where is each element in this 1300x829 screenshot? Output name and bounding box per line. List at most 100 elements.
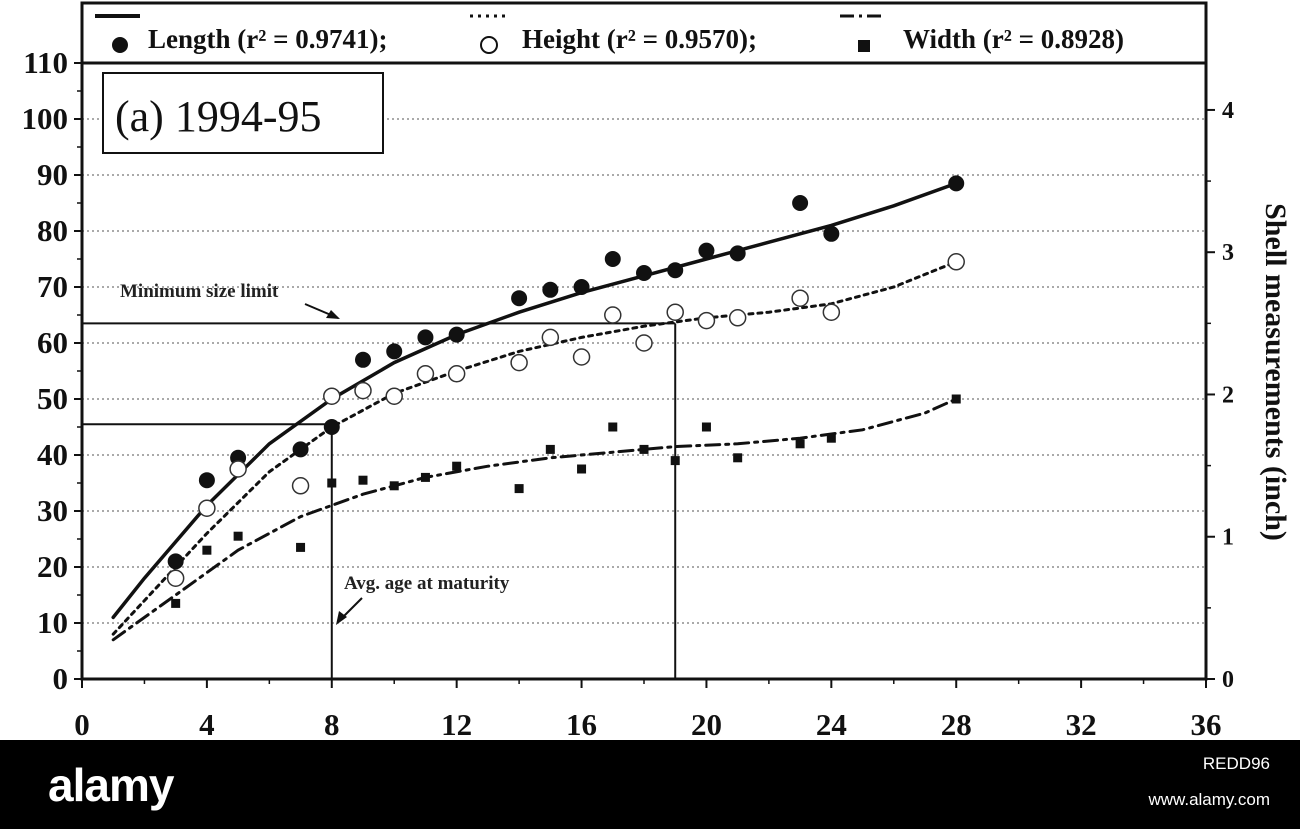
y-right-tick-label: 3 xyxy=(1222,240,1234,266)
watermark-bar: alamy REDD96 www.alamy.com xyxy=(0,740,1300,829)
legend-marker-height xyxy=(480,36,498,54)
y-right-tick-label: 1 xyxy=(1222,525,1234,551)
height-point xyxy=(697,311,716,330)
height-point xyxy=(728,309,747,327)
legend: Length (r² = 0.9741); Height (r² = 0.957… xyxy=(80,1,1208,65)
length-point xyxy=(823,225,840,242)
width-point xyxy=(452,461,462,471)
height-point xyxy=(572,348,591,366)
legend-label-width: Width (r² = 0.8928) xyxy=(903,24,1124,54)
height-point xyxy=(822,303,841,321)
length-point xyxy=(167,553,184,570)
height-point xyxy=(385,387,403,405)
width-point xyxy=(202,545,212,555)
y-tick-label: 100 xyxy=(22,101,69,136)
height-point xyxy=(323,387,341,405)
fit-curves xyxy=(111,181,958,642)
width-point xyxy=(639,444,649,454)
y-tick-label: 20 xyxy=(37,549,68,584)
height-point xyxy=(291,477,310,495)
y-tick-label: 80 xyxy=(37,213,68,248)
width-point xyxy=(545,444,555,454)
panel-label: (a) 1994-95 xyxy=(102,72,384,154)
annotation-maturity-arrowhead xyxy=(336,611,347,625)
length-point xyxy=(198,472,215,489)
legend-marker-length xyxy=(112,37,128,53)
height-point xyxy=(510,353,528,372)
width-point xyxy=(795,439,805,449)
height-point xyxy=(166,569,185,587)
length-point xyxy=(355,351,371,368)
legend-marker-width xyxy=(858,40,870,52)
height-point xyxy=(198,499,216,517)
length-point xyxy=(636,265,652,281)
fit-curve-width xyxy=(111,397,958,642)
width-point xyxy=(420,472,430,482)
length-point xyxy=(792,195,809,211)
fit-curve-height xyxy=(111,260,958,636)
y-right-tick-label: 4 xyxy=(1222,98,1234,124)
y-tick-label: 110 xyxy=(23,45,68,80)
width-point xyxy=(577,464,587,474)
x-tick-label: 36 xyxy=(1191,707,1222,740)
y-axis-right-label: Shell measurements (inch) xyxy=(1259,203,1292,541)
y-tick-label: 0 xyxy=(53,661,69,696)
y-tick-label: 50 xyxy=(37,381,68,416)
length-point xyxy=(698,242,715,259)
plot-frame xyxy=(80,61,1208,681)
fit-curve-length xyxy=(111,181,958,620)
length-point xyxy=(386,343,403,360)
watermark-logo: alamy xyxy=(48,759,174,811)
y-right-tick-label: 0 xyxy=(1222,667,1234,693)
x-tick-label: 0 xyxy=(74,707,90,740)
x-tick-label: 16 xyxy=(566,707,597,740)
length-point xyxy=(511,290,528,307)
annotation-min-size-arrowhead xyxy=(326,310,340,319)
width-point xyxy=(296,542,306,552)
annotation-min-size-text: Minimum size limit xyxy=(120,281,279,302)
annotation-maturity: Avg. age at maturity xyxy=(336,573,510,625)
width-point xyxy=(233,531,243,541)
y-tick-label: 40 xyxy=(37,437,68,472)
grid-lines xyxy=(82,118,1206,624)
legend-label-height: Height (r² = 0.9570); xyxy=(522,24,757,54)
y-tick-label: 60 xyxy=(37,325,68,360)
x-tick-label: 24 xyxy=(816,707,847,740)
panel-label-box xyxy=(102,72,384,154)
x-tick-label: 4 xyxy=(199,707,215,740)
y-tick-label: 90 xyxy=(37,157,68,192)
width-point xyxy=(327,478,337,488)
width-point xyxy=(171,598,181,608)
x-tick-label: 20 xyxy=(691,707,722,740)
reference-lines xyxy=(82,322,677,679)
width-point xyxy=(514,484,524,494)
length-point xyxy=(323,419,340,435)
width-point xyxy=(701,422,711,432)
x-tick-label: 8 xyxy=(324,707,340,740)
panel-label-text: (a) 1994-95 xyxy=(115,92,322,141)
length-point xyxy=(417,329,434,346)
width-point xyxy=(608,422,618,432)
height-point xyxy=(416,365,435,383)
data-points xyxy=(166,175,965,608)
height-point xyxy=(229,460,247,478)
length-point xyxy=(573,279,590,295)
width-point xyxy=(670,456,680,466)
height-point xyxy=(354,381,372,400)
watermark-image-id: REDD96 xyxy=(1202,754,1270,773)
watermark-url: www.alamy.com xyxy=(1148,790,1270,809)
width-point xyxy=(389,481,399,491)
length-point xyxy=(667,262,684,279)
y-right-tick-label: 2 xyxy=(1222,382,1234,408)
annotation-maturity-text: Avg. age at maturity xyxy=(344,573,510,594)
legend-box xyxy=(80,1,1208,65)
width-point xyxy=(951,394,961,404)
height-point xyxy=(541,328,560,347)
y-tick-label: 10 xyxy=(37,605,68,640)
height-point xyxy=(447,365,466,383)
height-point xyxy=(635,334,653,352)
y-tick-label: 30 xyxy=(37,493,68,528)
x-tick-label: 32 xyxy=(1066,707,1097,740)
